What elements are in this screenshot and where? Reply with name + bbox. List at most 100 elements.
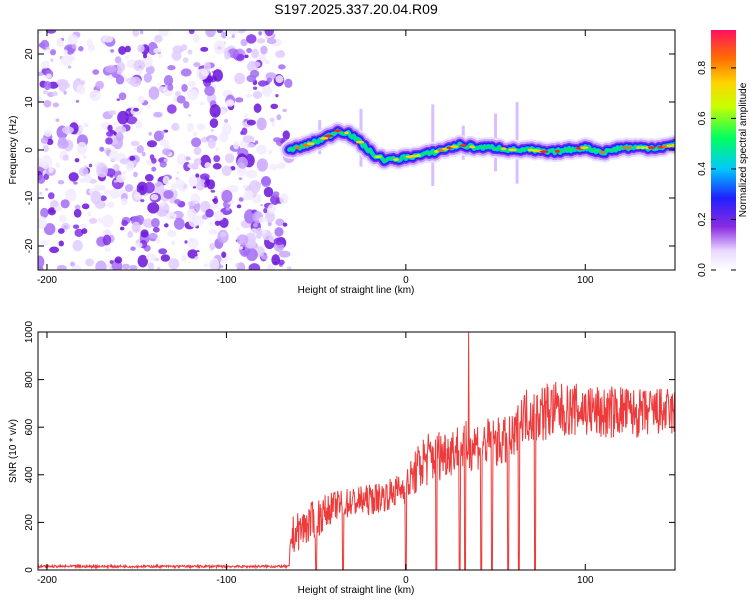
noise-blob <box>246 248 258 262</box>
noise-blob <box>150 194 159 201</box>
x-tick-label: 100 <box>577 275 594 286</box>
noise-blob <box>157 51 162 55</box>
noise-blob <box>221 31 228 39</box>
noise-blob <box>124 184 134 192</box>
noise-blob <box>133 107 139 112</box>
noise-blob <box>89 89 101 102</box>
noise-blob <box>255 227 263 236</box>
noise-blob <box>214 220 221 226</box>
noise-blob <box>161 130 165 135</box>
noise-blob <box>187 238 199 250</box>
noise-blob <box>221 165 232 177</box>
noise-blob <box>275 75 284 84</box>
noise-blob <box>110 49 114 53</box>
noise-blob <box>101 214 114 228</box>
spectrogram-y-axis-label: Frequency (Hz) <box>8 116 19 185</box>
noise-blob <box>58 240 65 247</box>
x-tick-label: 100 <box>577 575 594 586</box>
noise-blob <box>54 206 63 212</box>
trace-hotspot <box>355 140 365 144</box>
noise-blob <box>113 121 118 126</box>
noise-blob <box>90 190 102 205</box>
noise-blob <box>79 126 84 132</box>
noise-blob <box>168 258 180 270</box>
noise-blob <box>267 221 272 227</box>
noise-blob <box>104 247 111 253</box>
noise-blob <box>72 239 83 252</box>
noise-blob <box>118 92 127 101</box>
noise-blob <box>264 30 275 37</box>
noise-blob <box>115 132 124 143</box>
noise-blob <box>43 173 50 180</box>
noise-blob <box>73 181 78 185</box>
noise-blob <box>119 226 125 231</box>
spectrogram-x-axis-label: Height of straight line (km) <box>298 285 415 296</box>
noise-blob <box>260 176 272 187</box>
noise-blob <box>266 38 277 45</box>
noise-blob <box>159 161 167 168</box>
trace-hotspot <box>374 155 382 159</box>
noise-blob <box>275 218 285 227</box>
noise-blob <box>132 30 140 37</box>
noise-blob <box>256 158 268 172</box>
noise-blob <box>137 254 148 268</box>
noise-blob <box>114 256 123 264</box>
noise-blob <box>65 46 75 55</box>
noise-blob <box>276 162 286 170</box>
noise-blob <box>88 163 93 168</box>
noise-blob <box>129 155 136 161</box>
noise-blob <box>274 227 284 237</box>
noise-blob <box>83 123 89 128</box>
noise-blob <box>188 30 195 35</box>
noise-blob <box>63 82 70 89</box>
noise-blob <box>245 169 258 179</box>
noise-blob <box>149 154 155 161</box>
y-tick-label: 400 <box>24 466 35 483</box>
noise-blob <box>38 160 48 168</box>
noise-blob <box>42 90 48 95</box>
trace-hotspot <box>469 145 476 149</box>
noise-blob <box>45 46 51 50</box>
noise-blob <box>160 202 166 207</box>
noise-blob <box>221 251 227 258</box>
noise-blob <box>127 230 134 239</box>
noise-blob <box>234 72 246 85</box>
colorbar-tick-label: 0.2 <box>697 212 708 226</box>
noise-blob <box>125 161 135 172</box>
noise-blob <box>271 254 281 266</box>
noise-blob <box>236 204 242 209</box>
noise-blob <box>209 243 216 251</box>
noise-blob <box>171 122 180 132</box>
noise-blob <box>192 186 197 189</box>
noise-blob <box>158 54 163 58</box>
noise-blob <box>210 128 214 132</box>
noise-blob <box>56 37 63 45</box>
noise-blob <box>107 262 112 269</box>
colorbar-tick-label: 0.8 <box>697 61 708 75</box>
noise-blob <box>133 171 138 178</box>
noise-blob <box>102 234 112 246</box>
trace-hotspot <box>306 142 315 146</box>
noise-blob <box>133 147 138 151</box>
noise-blob <box>266 264 276 270</box>
noise-blob <box>43 81 52 91</box>
noise-blob <box>174 198 181 205</box>
noise-blob <box>176 95 186 104</box>
trace-hotspot <box>415 154 421 157</box>
noise-blob <box>238 197 244 202</box>
noise-blob <box>45 73 52 79</box>
noise-blob <box>213 211 225 222</box>
noise-blob <box>79 223 87 229</box>
noise-blob <box>235 97 244 103</box>
snr-frame <box>37 331 676 571</box>
noise-blob <box>103 189 111 195</box>
noise-blob <box>208 258 220 270</box>
noise-blob <box>242 185 248 189</box>
noise-blob <box>192 34 200 43</box>
noise-blob <box>267 204 276 214</box>
noise-blob <box>167 83 174 91</box>
noise-blob <box>159 139 170 147</box>
noise-blob <box>272 191 280 198</box>
